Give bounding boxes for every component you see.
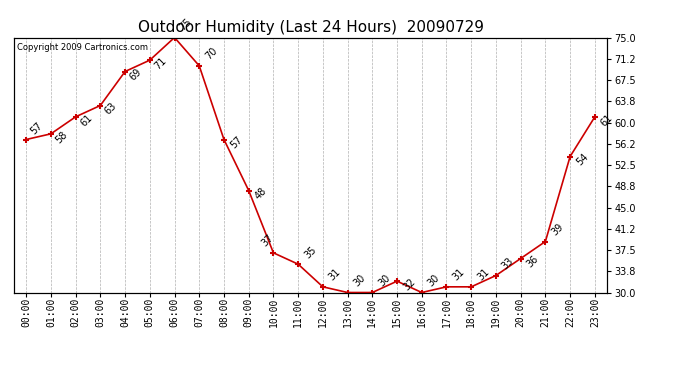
Text: 54: 54 [574,152,590,168]
Text: 70: 70 [204,46,219,62]
Text: 37: 37 [259,233,275,249]
Text: 61: 61 [79,112,94,128]
Text: 35: 35 [302,244,318,260]
Text: 32: 32 [401,276,417,292]
Text: 57: 57 [29,121,45,137]
Text: 31: 31 [451,267,466,283]
Text: 63: 63 [103,101,119,117]
Text: 33: 33 [500,256,516,272]
Title: Outdoor Humidity (Last 24 Hours)  20090729: Outdoor Humidity (Last 24 Hours) 2009072… [137,20,484,35]
Text: 31: 31 [475,267,491,283]
Text: Copyright 2009 Cartronics.com: Copyright 2009 Cartronics.com [17,43,148,52]
Text: 58: 58 [54,129,70,145]
Text: 31: 31 [327,267,343,283]
Text: 61: 61 [599,112,615,128]
Text: 30: 30 [426,273,442,288]
Text: 30: 30 [377,273,392,288]
Text: 71: 71 [152,56,168,71]
Text: 36: 36 [525,254,540,270]
Text: 69: 69 [128,67,144,82]
Text: 30: 30 [352,273,368,288]
Text: 57: 57 [228,135,244,151]
Text: 39: 39 [549,222,565,237]
Text: 48: 48 [253,186,268,202]
Text: 75: 75 [177,16,193,32]
